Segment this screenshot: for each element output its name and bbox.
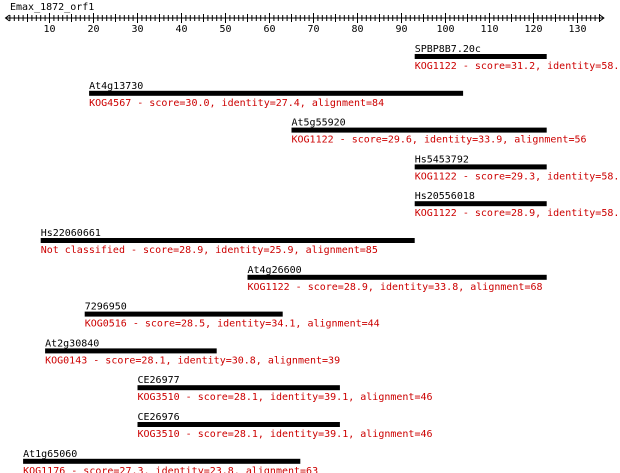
hit-description: KOG1122 - score=29.6, identity=33.9, ali… [292,135,587,146]
hit-name: At5g55920 [292,118,346,129]
hit-bar [45,348,217,354]
hit-description: KOG3510 - score=28.1, identity=39.1, ali… [138,392,433,403]
hit-row: 7296950 KOG0516 - score=28.5, identity=34… [84,302,380,330]
hit-row: SPBP8B7.20c KOG1122 - score=31.2, identit… [414,44,620,72]
ruler-tick-label: 90 [395,24,407,35]
ruler-tick-label: 30 [131,24,143,35]
hit-row: At4g13730 KOG4567 - score=30.0, identity=… [89,81,464,109]
ruler-tick-label: 110 [480,24,498,35]
hit-name: Hs22060661 [41,228,101,239]
hit-description: KOG1176 - score=27.3, identity=23.8, ali… [23,466,318,473]
hit-bar [84,311,283,317]
hit-row: CE26976 KOG3510 - score=28.1, identity=39… [137,412,433,440]
ruler-tick-label: 40 [175,24,187,35]
hit-name: At1g65060 [23,449,77,460]
hit-name: At4g26600 [248,265,302,276]
hit-row: At5g55920 KOG1122 - score=29.6, identity=… [291,118,587,146]
ruler-tick-label: 50 [219,24,231,35]
position-ruler: 10 20 30 40 50 60 70 80 90 100 110 120 130 [4,13,605,35]
hit-row: At2g30840 KOG0143 - score=28.1, identity=… [45,338,340,366]
ruler-tick-label: 20 [87,24,99,35]
sequence-title: Emax_1872_orf1 [10,2,94,13]
ruler-left-arrow [4,14,10,22]
hit-bar [414,164,547,170]
hit-name: 7296950 [85,302,127,313]
hit-bar [291,127,547,133]
hit-description: KOG0143 - score=28.1, identity=30.8, ali… [45,355,340,366]
hit-name: CE26977 [138,375,180,386]
hit-description: KOG1122 - score=28.9, identity=58.1, ali… [415,208,620,219]
ruler-tick-label: 130 [568,24,586,35]
ruler-tick-label: 100 [436,24,454,35]
hit-description: KOG1122 - score=31.2, identity=58.1, ali… [415,61,620,72]
hit-description: KOG4567 - score=30.0, identity=27.4, ali… [89,98,384,109]
hit-bar [414,54,547,59]
hit-bar [414,201,547,207]
hit-bar [137,385,340,391]
hit-name: CE26976 [138,412,180,423]
hit-name: At4g13730 [89,81,143,92]
hit-name: Hs5453792 [415,154,469,165]
ruler-tick-label: 80 [351,24,363,35]
ruler-tick-label: 70 [307,24,319,35]
hit-name: Hs20556018 [415,191,475,202]
hit-bar [137,422,340,427]
ruler-tick-label: 60 [263,24,275,35]
hit-description: KOG0516 - score=28.5, identity=34.1, ali… [85,319,380,330]
hit-description: KOG3510 - score=28.1, identity=39.1, ali… [138,429,433,440]
hit-row: At1g65060 KOG1176 - score=27.3, identity=… [23,449,318,473]
hit-name: At2g30840 [45,338,99,349]
hit-description: KOG1122 - score=28.9, identity=33.8, ali… [248,282,543,293]
hit-row: Hs5453792 KOG1122 - score=29.3, identity=… [414,154,620,182]
hit-bar [89,90,464,96]
hit-row: CE26977 KOG3510 - score=28.1, identity=39… [137,375,433,403]
ruler-right-arrow [599,14,605,22]
hit-row: Hs20556018 KOG1122 - score=28.9, identity… [414,191,620,219]
hit-row: Hs22060661 Not classified - score=28.9, i… [40,228,415,256]
hit-name: SPBP8B7.20c [415,44,481,55]
hit-row: At4g26600 KOG1122 - score=28.9, identity=… [247,265,547,293]
hit-bar [247,274,547,280]
hit-description: KOG1122 - score=29.3, identity=58.1, ali… [415,171,620,182]
hit-description: Not classified - score=28.9, identity=25… [41,245,378,256]
hit-bar [40,238,415,243]
hit-list: SPBP8B7.20c KOG1122 - score=31.2, identit… [23,44,620,473]
ruler-tick-label: 10 [43,24,55,35]
ruler-tick-label: 120 [524,24,542,35]
hit-bar [23,458,301,464]
